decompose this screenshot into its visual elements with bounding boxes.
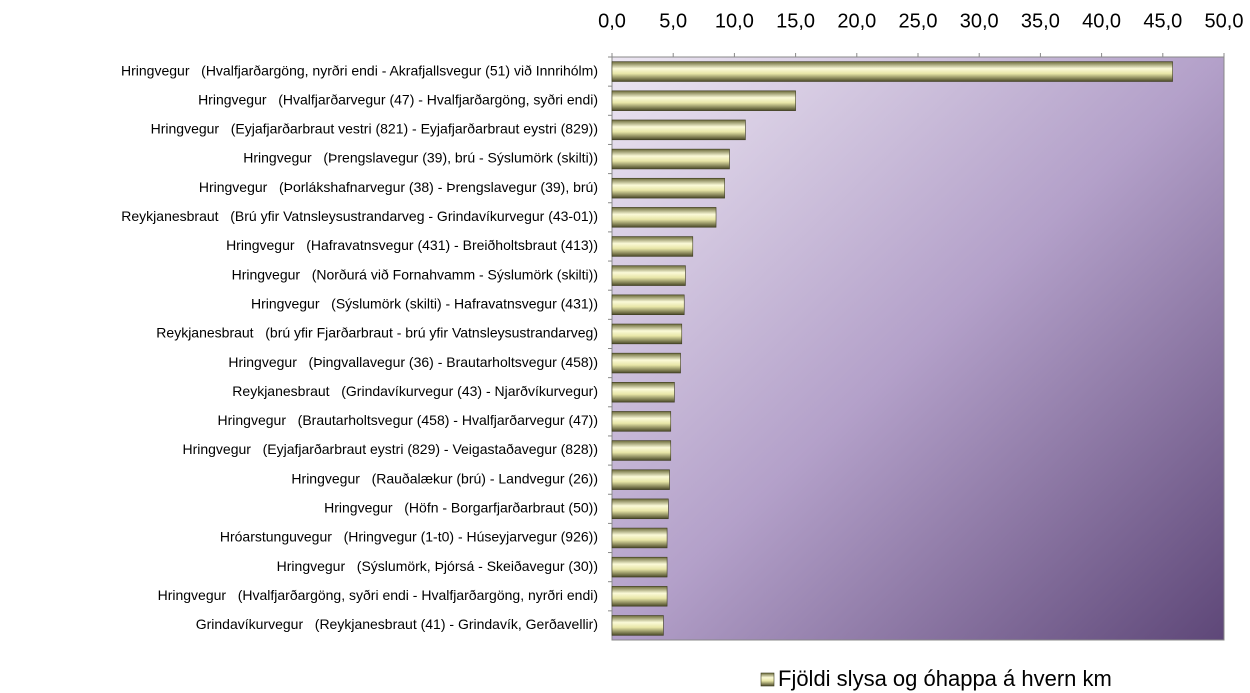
y-tick-label: Hringvegur (Hafravatnsvegur (431) - Brei… bbox=[226, 237, 598, 253]
y-tick-label: Hringvegur (Hvalfjarðargöng, nyrðri endi… bbox=[121, 62, 598, 78]
y-tick-label: Hringvegur (Norðurá við Fornahvamm - Sýs… bbox=[232, 266, 598, 282]
y-tick-label: Grindavíkurvegur (Reykjanesbraut (41) - … bbox=[196, 616, 598, 632]
x-tick-label: 40,0 bbox=[1082, 10, 1121, 32]
y-tick-label: Hringvegur (Eyjafjarðarbraut vestri (821… bbox=[151, 121, 598, 137]
y-tick-label: Hringvegur (Sýslumörk, Þjórsá - Skeiðave… bbox=[277, 558, 598, 574]
y-tick-label: Reykjanesbraut (Brú yfir Vatnsleysustran… bbox=[121, 208, 598, 224]
x-tick-label: 35,0 bbox=[1021, 10, 1060, 32]
bar bbox=[611, 615, 664, 636]
bar bbox=[611, 498, 669, 520]
y-tick-label: Reykjanesbraut (Grindavíkurvegur (43) - … bbox=[232, 383, 598, 399]
x-tick-label: 0,0 bbox=[598, 10, 626, 32]
bar bbox=[611, 61, 1173, 82]
bar bbox=[611, 323, 683, 345]
y-tick-label: Hringvegur (Þrengslavegur (39), brú - Sý… bbox=[243, 150, 598, 166]
y-tick-label: Hringvegur (Þingvallavegur (36) - Brauta… bbox=[228, 354, 598, 370]
plot-area bbox=[611, 56, 1225, 641]
bar bbox=[611, 440, 672, 461]
bar bbox=[611, 382, 675, 403]
y-tick-label: Hringvegur (Höfn - Borgarfjarðarbraut (5… bbox=[324, 500, 598, 516]
x-tick-label: 5,0 bbox=[659, 10, 687, 32]
y-tick-label: Reykjanesbraut (brú yfir Fjarðarbraut - … bbox=[156, 325, 598, 341]
x-tick-label: 10,0 bbox=[715, 10, 754, 32]
bar bbox=[611, 294, 685, 315]
legend-label: Fjöldi slysa og óhappa á hvern km bbox=[778, 666, 1112, 691]
y-tick-label: Hringvegur (Brautarholtsvegur (458) - Hv… bbox=[218, 412, 598, 428]
bar bbox=[611, 236, 694, 257]
x-tick-label: 30,0 bbox=[960, 10, 999, 32]
bar bbox=[611, 352, 681, 374]
bar bbox=[611, 411, 672, 432]
y-tick-label: Hringvegur (Eyjafjarðarbraut eystri (829… bbox=[182, 441, 598, 457]
bar bbox=[611, 527, 668, 549]
bar bbox=[611, 90, 796, 111]
bar bbox=[611, 148, 730, 170]
y-tick-label: Hringvegur (Sýslumörk (skilti) - Hafrava… bbox=[251, 295, 598, 311]
y-tick-label: Hringvegur (Hvalfjarðargöng, syðri endi … bbox=[158, 587, 598, 603]
bar bbox=[611, 207, 717, 228]
y-tick-label: Hringvegur (Rauðalækur (brú) - Landvegur… bbox=[291, 470, 598, 486]
x-tick-label: 20,0 bbox=[837, 10, 876, 32]
x-tick-label: 45,0 bbox=[1143, 10, 1182, 32]
x-tick-label: 15,0 bbox=[776, 10, 815, 32]
bar bbox=[611, 265, 686, 286]
y-tick-label: Hróarstunguvegur (Hringvegur (1-t0) - Hú… bbox=[220, 529, 598, 545]
bar bbox=[611, 586, 668, 607]
x-tick-label: 50,0 bbox=[1205, 10, 1244, 32]
bar bbox=[611, 177, 725, 199]
bar bbox=[611, 469, 670, 490]
y-tick-label: Hringvegur (Hvalfjarðarvegur (47) - Hval… bbox=[198, 91, 598, 107]
legend-swatch bbox=[760, 672, 775, 687]
bar bbox=[611, 119, 746, 141]
x-tick-label: 25,0 bbox=[899, 10, 938, 32]
y-tick-label: Hringvegur (Þorlákshafnarvegur (38) - Þr… bbox=[199, 179, 598, 195]
bar bbox=[611, 556, 668, 578]
